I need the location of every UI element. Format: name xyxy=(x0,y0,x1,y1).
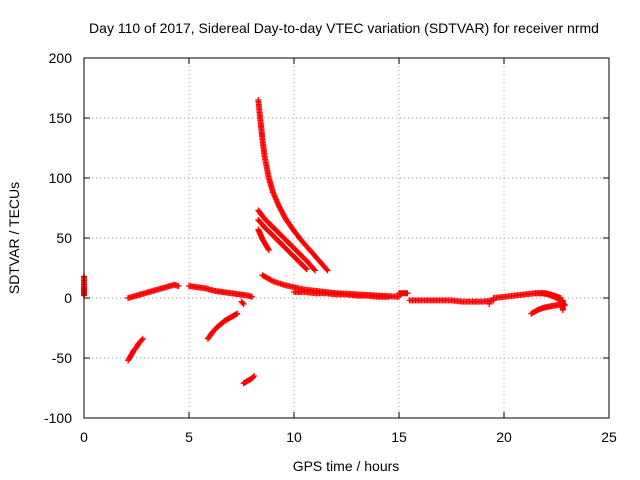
y-tick-label: 50 xyxy=(56,230,72,246)
data-point xyxy=(324,267,331,274)
y-axis-label: SDTVAR / TECUs xyxy=(6,182,22,294)
y-tick-label: 150 xyxy=(49,110,73,126)
data-point xyxy=(239,299,246,306)
data-point xyxy=(302,265,309,272)
series-s8 xyxy=(255,97,331,274)
chart-title: Day 110 of 2017, Sidereal Day-to-day VTE… xyxy=(89,20,599,36)
data-point xyxy=(138,337,145,343)
plot-frame xyxy=(83,57,610,419)
x-tick-label: 20 xyxy=(496,429,512,445)
series-s7 xyxy=(238,298,247,307)
x-tick-label: 10 xyxy=(286,429,302,445)
data-point xyxy=(250,374,257,381)
data-point xyxy=(265,247,272,253)
x-tick-label: 0 xyxy=(80,429,88,445)
series-s10 xyxy=(255,217,310,273)
y-tick-label: 200 xyxy=(49,50,73,66)
series-s9 xyxy=(255,207,318,274)
series-s13 xyxy=(291,289,392,300)
data-point xyxy=(323,266,330,273)
data-point xyxy=(312,267,318,274)
y-tick-label: 0 xyxy=(64,290,72,306)
x-tick-label: 25 xyxy=(601,429,617,445)
axis-ticks: 0 5 10 15 20 25 -100 -50 0 50 100 150 200 xyxy=(44,50,617,445)
series-s14 xyxy=(396,290,411,297)
series-s3 xyxy=(125,335,146,364)
data-point xyxy=(234,310,241,317)
series-s5 xyxy=(204,310,241,342)
series-s4 xyxy=(186,283,255,300)
series-s6 xyxy=(240,373,258,387)
grid xyxy=(84,58,609,418)
data-point xyxy=(486,301,493,307)
y-tick-label: 100 xyxy=(49,170,73,186)
data-point xyxy=(251,373,258,379)
data-point xyxy=(268,277,275,284)
data-point xyxy=(265,245,272,252)
y-tick-label: -50 xyxy=(52,350,72,366)
data-point xyxy=(310,266,317,273)
series-s2 xyxy=(125,281,182,301)
x-axis-label: GPS time / hours xyxy=(293,458,400,474)
x-tick-label: 5 xyxy=(185,429,193,445)
series-s16 xyxy=(486,301,493,307)
data-point xyxy=(139,335,146,342)
data-point xyxy=(385,293,392,300)
series-s20 xyxy=(559,297,566,313)
data-point xyxy=(404,290,411,297)
data-points xyxy=(81,97,568,387)
y-tick-label: -100 xyxy=(44,410,72,426)
series-s15 xyxy=(406,297,497,305)
x-tick-label: 15 xyxy=(391,429,407,445)
data-point xyxy=(559,307,566,313)
data-point xyxy=(240,301,247,307)
data-point xyxy=(303,266,310,273)
series-s11 xyxy=(255,226,272,253)
data-point xyxy=(175,283,182,289)
data-point xyxy=(249,293,255,300)
